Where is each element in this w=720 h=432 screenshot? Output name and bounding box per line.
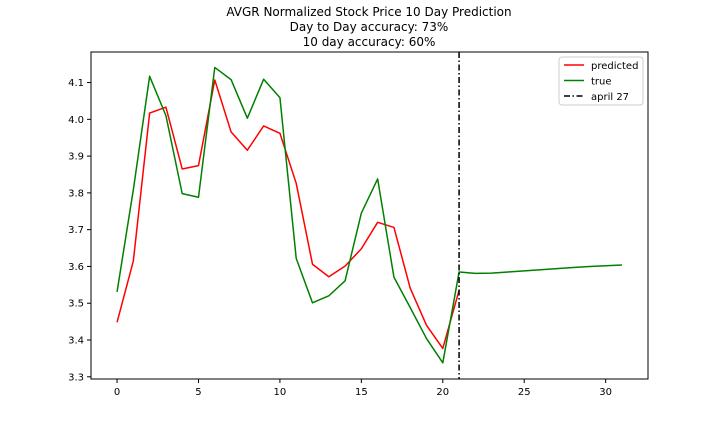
y-tick-label: 4.0 — [68, 115, 84, 126]
plot-area — [91, 52, 648, 379]
y-tick-label: 3.7 — [68, 225, 84, 236]
plot-frame — [90, 51, 649, 380]
chart-title-line-3: 10 day accuracy: 60% — [303, 35, 436, 49]
legend-label-april-27: april 27 — [591, 92, 629, 103]
y-axis: 3.3 3.4 3.5 3.6 3.7 3.8 3.9 4.0 4.1 — [68, 78, 91, 383]
legend-label-predicted: predicted — [591, 61, 638, 72]
legend-box — [558, 56, 644, 106]
y-tick-label: 4.1 — [68, 78, 84, 89]
y-tick-label: 3.9 — [68, 152, 84, 163]
chart-title: AVGR Normalized Stock Price 10 Day Predi… — [226, 5, 511, 49]
x-tick-label: 5 — [195, 387, 201, 398]
chart-title-line-2: Day to Day accuracy: 73% — [290, 20, 449, 34]
series-layer — [116, 66, 622, 364]
y-tick-label: 3.5 — [68, 299, 84, 310]
series-line-predicted — [116, 79, 460, 350]
y-tick-label: 3.3 — [68, 372, 84, 383]
x-tick-label: 0 — [114, 387, 120, 398]
x-axis: 0 5 10 15 20 25 30 — [114, 379, 612, 398]
x-tick-label: 10 — [274, 387, 287, 398]
x-tick-label: 30 — [599, 387, 612, 398]
x-tick-label: 20 — [436, 387, 449, 398]
x-tick-label: 25 — [518, 387, 531, 398]
legend-label-true: true — [591, 77, 612, 88]
y-tick-label: 3.6 — [68, 262, 84, 273]
x-tick-label: 15 — [355, 387, 368, 398]
legend: predicted true april 27 — [558, 56, 644, 106]
y-tick-label: 3.4 — [68, 336, 84, 347]
series-line-true — [116, 66, 622, 364]
chart-title-line-1: AVGR Normalized Stock Price 10 Day Predi… — [226, 5, 511, 19]
y-tick-label: 3.8 — [68, 188, 84, 199]
